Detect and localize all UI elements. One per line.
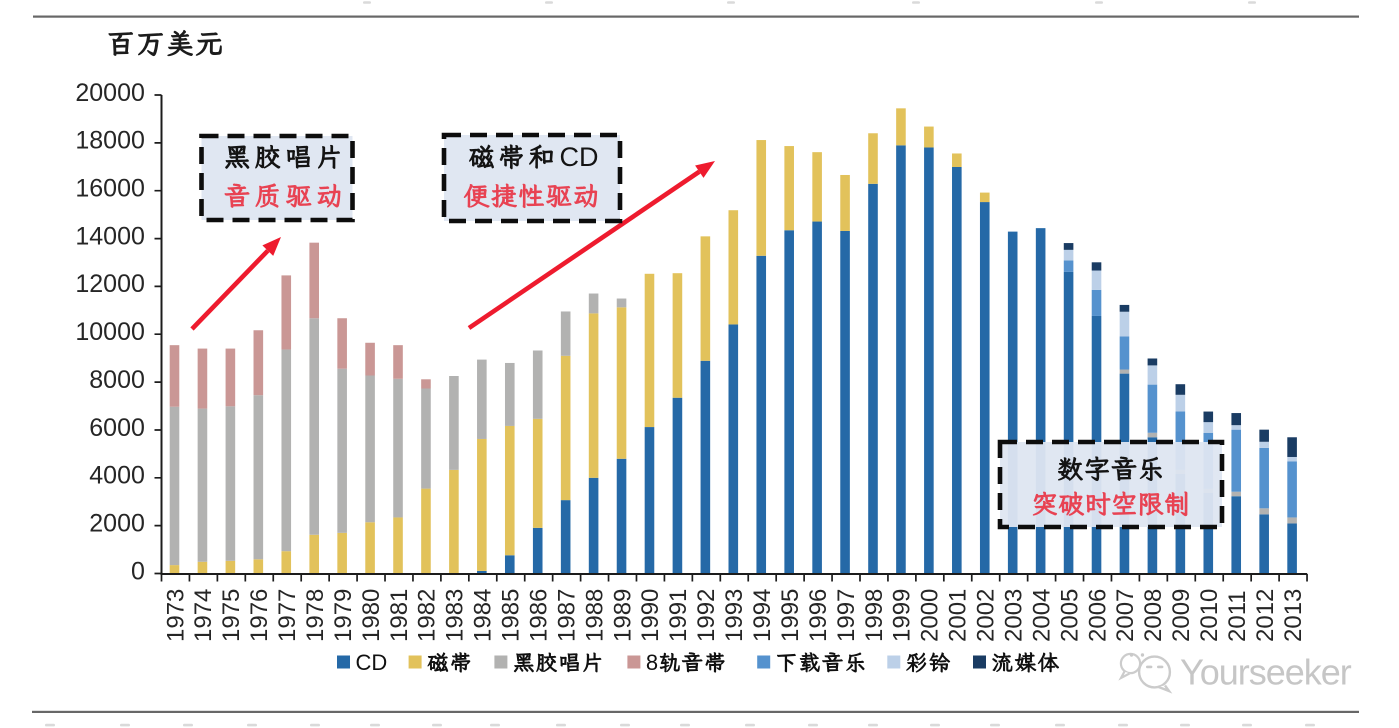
svg-text:1989: 1989	[609, 589, 636, 642]
svg-text:2001: 2001	[945, 589, 972, 642]
svg-text:2007: 2007	[1112, 589, 1139, 642]
svg-text:1991: 1991	[665, 589, 692, 642]
svg-text:4000: 4000	[89, 462, 145, 490]
svg-text:1985: 1985	[498, 589, 525, 642]
svg-text:16000: 16000	[75, 175, 145, 203]
svg-text:1987: 1987	[553, 589, 580, 642]
svg-text:14000: 14000	[75, 222, 145, 250]
svg-text:1997: 1997	[833, 589, 860, 642]
svg-text:1999: 1999	[889, 589, 916, 642]
svg-text:CD: CD	[356, 650, 388, 675]
svg-text:6000: 6000	[89, 414, 145, 442]
svg-text:2009: 2009	[1168, 589, 1195, 642]
svg-text:1979: 1979	[330, 589, 357, 642]
svg-text:10000: 10000	[75, 318, 145, 346]
svg-text:1983: 1983	[442, 589, 469, 642]
svg-text:2002: 2002	[973, 589, 1000, 642]
svg-text:1977: 1977	[274, 589, 301, 642]
svg-text:2006: 2006	[1084, 589, 1111, 642]
svg-text:1974: 1974	[190, 589, 217, 642]
svg-text:2008: 2008	[1140, 589, 1167, 642]
svg-text:2005: 2005	[1056, 589, 1083, 642]
svg-text:1990: 1990	[637, 589, 664, 642]
svg-text:1976: 1976	[246, 589, 273, 642]
svg-text:8000: 8000	[89, 366, 145, 394]
svg-text:18000: 18000	[75, 127, 145, 155]
svg-text:2011: 2011	[1224, 590, 1251, 642]
svg-text:1992: 1992	[693, 589, 720, 642]
svg-text:2000: 2000	[917, 589, 944, 642]
svg-text:Yourseeker: Yourseeker	[1180, 651, 1352, 692]
svg-text:2010: 2010	[1196, 589, 1223, 642]
svg-text:1982: 1982	[414, 589, 441, 642]
svg-text:8: 8	[646, 650, 658, 675]
svg-text:1980: 1980	[358, 589, 385, 642]
svg-text:2013: 2013	[1280, 589, 1307, 642]
svg-text:1981: 1981	[386, 589, 413, 642]
svg-text:1993: 1993	[721, 589, 748, 642]
svg-text:1978: 1978	[302, 589, 329, 642]
svg-text:1995: 1995	[777, 589, 804, 642]
svg-text:2012: 2012	[1252, 589, 1279, 642]
svg-text:1988: 1988	[581, 589, 608, 642]
svg-text:2004: 2004	[1028, 589, 1055, 642]
svg-text:0: 0	[131, 557, 145, 585]
svg-text:1996: 1996	[805, 589, 832, 642]
svg-text:1994: 1994	[749, 589, 776, 642]
svg-text:1998: 1998	[861, 589, 888, 642]
svg-text:20000: 20000	[75, 79, 145, 107]
svg-text:2000: 2000	[89, 509, 145, 537]
svg-text:1973: 1973	[162, 589, 189, 642]
svg-text:CD: CD	[560, 142, 599, 172]
svg-text:1975: 1975	[218, 589, 245, 642]
svg-text:1986: 1986	[525, 589, 552, 642]
svg-text:12000: 12000	[75, 270, 145, 298]
svg-text:2003: 2003	[1000, 589, 1027, 642]
svg-text:1984: 1984	[470, 589, 497, 642]
